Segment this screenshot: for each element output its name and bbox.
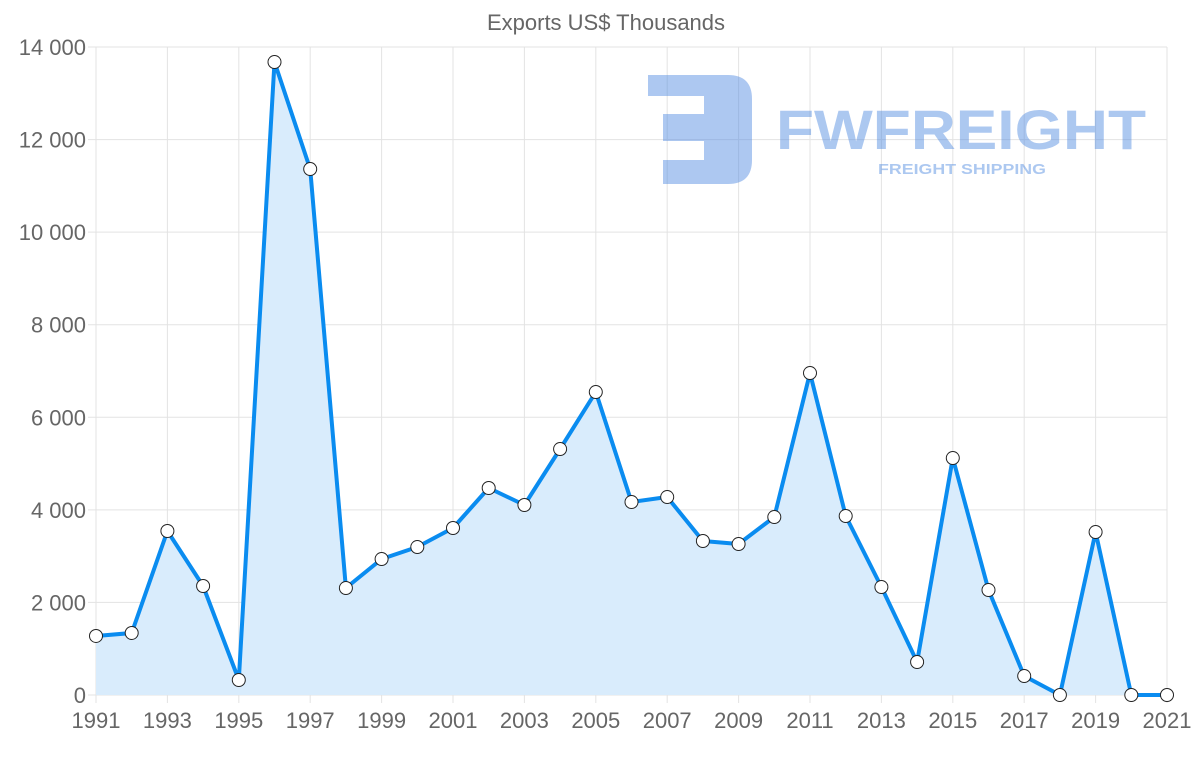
data-point — [1088, 525, 1103, 540]
data-point — [1124, 688, 1139, 702]
data-point — [481, 481, 496, 496]
watermark-tagline: FREIGHT SHIPPING — [878, 161, 1046, 178]
data-point — [874, 580, 889, 595]
data-point — [267, 55, 282, 70]
data-point — [446, 521, 460, 536]
data-point — [624, 495, 639, 510]
x-tick-label: 1995 — [214, 708, 263, 733]
chart-title: Exports US$ Thousands — [487, 10, 725, 35]
data-point — [1160, 688, 1174, 702]
x-tick-label: 2009 — [714, 708, 763, 733]
data-point — [588, 385, 603, 400]
data-point — [910, 654, 925, 669]
y-tick-label: 4 000 — [31, 498, 86, 523]
data-point — [553, 442, 568, 457]
data-point — [1052, 688, 1067, 702]
data-point — [160, 524, 175, 539]
axes: 0 2 000 4 000 6 000 8 000 10 000 12 000 14 000 1… — [19, 35, 1192, 733]
data-point — [303, 162, 318, 177]
x-tick-label: 1993 — [143, 708, 192, 733]
data-point — [695, 534, 710, 549]
data-point — [767, 510, 782, 525]
y-tick-label: 0 — [74, 683, 86, 708]
data-point — [338, 581, 353, 596]
x-tick-label: 2001 — [429, 708, 478, 733]
data-point — [660, 490, 675, 505]
data-point — [731, 537, 746, 552]
y-tick-label: 8 000 — [31, 313, 86, 338]
y-tick-label: 10 000 — [19, 220, 86, 245]
x-tick-label: 2021 — [1143, 708, 1192, 733]
data-point — [231, 673, 246, 688]
series-area — [96, 62, 1167, 695]
data-point — [124, 625, 139, 640]
data-point — [803, 366, 817, 381]
x-tick-label: 2007 — [643, 708, 692, 733]
x-tick-label: 2003 — [500, 708, 549, 733]
x-tick-label: 2017 — [1000, 708, 1049, 733]
series — [89, 55, 1174, 702]
data-point — [89, 628, 103, 643]
data-point — [981, 583, 996, 598]
data-point — [374, 552, 389, 567]
data-point — [838, 509, 853, 524]
data-point — [945, 451, 960, 466]
data-point — [196, 578, 211, 593]
x-tick-label: 2013 — [857, 708, 906, 733]
y-tick-label: 14 000 — [19, 35, 86, 60]
data-point — [1017, 669, 1032, 684]
x-tick-label: 2011 — [786, 708, 833, 733]
watermark-brand: FWFREIGHT — [776, 98, 1146, 161]
x-tick-label: 1999 — [357, 708, 406, 733]
x-tick-label: 1997 — [286, 708, 335, 733]
x-tick-label: 1991 — [72, 708, 121, 733]
y-tick-label: 12 000 — [19, 128, 86, 153]
data-point — [517, 497, 532, 512]
y-tick-label: 2 000 — [31, 590, 86, 615]
data-point — [410, 540, 425, 555]
x-tick-label: 2005 — [571, 708, 620, 733]
x-tick-label: 2015 — [928, 708, 977, 733]
watermark-logo: FWFREIGHT FREIGHT SHIPPING — [648, 75, 1146, 184]
y-tick-label: 6 000 — [31, 405, 86, 430]
x-tick-label: 2019 — [1071, 708, 1120, 733]
